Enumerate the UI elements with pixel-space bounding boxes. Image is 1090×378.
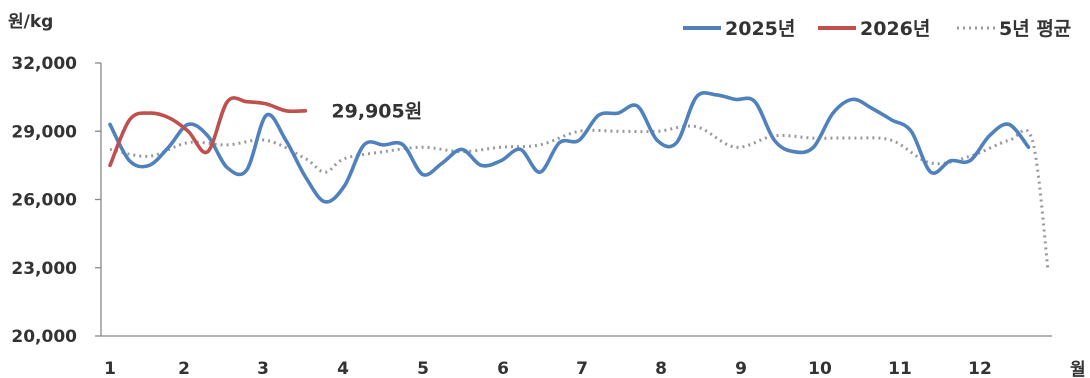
x-tick-label: 2 [178, 359, 190, 378]
series-line-2 [109, 124, 1050, 271]
x-tick-label: 8 [655, 359, 667, 378]
y-tick-label: 20,000 [11, 327, 77, 347]
plot-area [108, 91, 1050, 271]
series-line-1 [108, 96, 308, 168]
last-value-annotation: 29,905원 [331, 101, 422, 123]
legend-label: 2025년 [725, 18, 795, 40]
y-tick-label: 26,000 [11, 191, 77, 211]
x-tick-label: 1 [104, 359, 116, 378]
y-axis-unit-label: 원/kg [8, 12, 53, 32]
x-tick-label: 7 [576, 359, 588, 378]
x-tick-label: 10 [808, 359, 832, 378]
y-tick-label: 32,000 [11, 54, 77, 74]
x-tick-label: 12 [968, 359, 992, 378]
x-tick-label: 5 [417, 359, 429, 378]
series-line-0 [108, 91, 1031, 204]
x-tick-label: 6 [497, 359, 509, 378]
x-axis: 1 2 3 4 5 6 7 8 9 10 11 12 [101, 335, 1052, 378]
legend-label: 2026년 [860, 18, 930, 40]
legend-label: 5년 평균 [999, 18, 1071, 40]
y-tick-label: 29,000 [11, 122, 77, 142]
legend: 2025년 2026년 5년 평균 [683, 18, 1071, 40]
x-tick-label: 4 [337, 359, 349, 378]
x-axis-unit-label: 월 [1070, 360, 1086, 378]
y-axis: 20,000 23,000 26,000 29,000 32,000 [11, 54, 102, 347]
x-tick-label: 9 [735, 359, 747, 378]
x-tick-label: 11 [888, 359, 912, 378]
y-tick-label: 23,000 [11, 259, 77, 279]
x-tick-label: 3 [257, 359, 269, 378]
annotations: 29,905원 [331, 101, 422, 123]
